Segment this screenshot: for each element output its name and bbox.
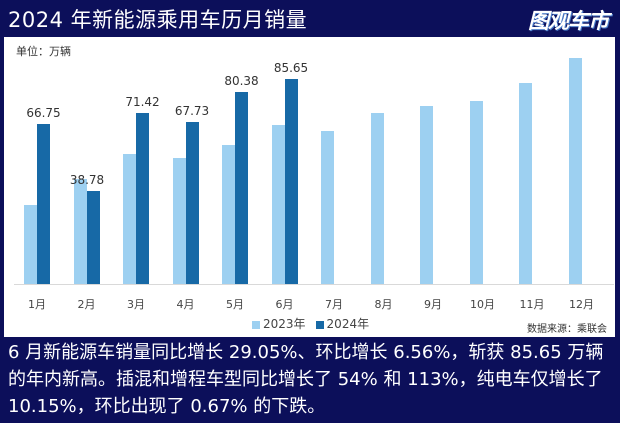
data-label: 38.78 bbox=[69, 173, 105, 188]
data-source: 数据来源：乘联会 bbox=[527, 324, 607, 335]
x-tick-label: 6月 bbox=[275, 298, 294, 311]
bar-2023年-8月 bbox=[370, 112, 384, 284]
x-tick-label: 9月 bbox=[424, 298, 442, 311]
bar-2024年-6月 bbox=[284, 79, 298, 284]
data-label: 80.38 bbox=[224, 73, 259, 88]
data-label: 71.42 bbox=[125, 95, 160, 110]
x-tick-label: 12月 bbox=[569, 298, 594, 311]
bar-2024年-5月 bbox=[235, 91, 248, 284]
brand-logo: 图观车市 bbox=[528, 9, 609, 33]
x-tick-label: 3月 bbox=[127, 298, 145, 311]
legend: 2023年 2024年 bbox=[252, 315, 369, 332]
x-tick-label: 5月 bbox=[226, 298, 244, 311]
bar-2024年-1月 bbox=[37, 124, 50, 284]
bar-2024年-4月 bbox=[185, 122, 199, 284]
bar-2023年-2月 bbox=[73, 179, 87, 284]
bar-2023年-9月 bbox=[420, 105, 433, 284]
legend-2024: 2024年 bbox=[315, 315, 369, 332]
x-tick-label: 4月 bbox=[176, 298, 195, 311]
bar-2023年-6月 bbox=[271, 125, 285, 284]
unit-label: 单位：万辆 bbox=[16, 45, 71, 58]
bar-2023年-11月 bbox=[519, 83, 532, 284]
page-title: 2024 年新能源乘用车历月销量 bbox=[8, 8, 308, 32]
x-tick-label: 10月 bbox=[470, 298, 495, 311]
bar-2023年-5月 bbox=[222, 145, 235, 284]
bar-2023年-12月 bbox=[568, 57, 582, 284]
bar-2023年-4月 bbox=[172, 158, 186, 284]
data-label: 85.65 bbox=[273, 61, 309, 76]
chart-panel: 单位：万辆 66.75 1月 38.78 2月 71.42 3月 67.73 4月 80.38 5… bbox=[4, 37, 615, 337]
legend-swatch-2024 bbox=[315, 320, 324, 329]
x-tick-label: 7月 bbox=[325, 298, 343, 311]
bar-2023年-10月 bbox=[469, 100, 483, 284]
x-axis-line bbox=[14, 284, 614, 285]
x-tick-label: 11月 bbox=[519, 298, 545, 311]
bar-2023年-1月 bbox=[24, 204, 37, 284]
bar-2024年-3月 bbox=[136, 113, 149, 284]
bar-2023年-7月 bbox=[321, 130, 334, 284]
x-tick-label: 1月 bbox=[28, 298, 46, 311]
bar-2023年-3月 bbox=[123, 153, 136, 284]
data-label: 66.75 bbox=[26, 106, 61, 121]
caption-text: 6 月新能源车销量同比增长 29.05%、环比增长 6.56%，斩获 85.65… bbox=[8, 342, 604, 417]
bar-2024年-2月 bbox=[86, 191, 100, 284]
x-tick-label: 2月 bbox=[77, 298, 96, 311]
legend-2023: 2023年 bbox=[252, 315, 306, 332]
legend-swatch-2023 bbox=[252, 320, 260, 329]
data-label: 67.73 bbox=[174, 104, 210, 119]
x-tick-label: 8月 bbox=[374, 298, 393, 311]
